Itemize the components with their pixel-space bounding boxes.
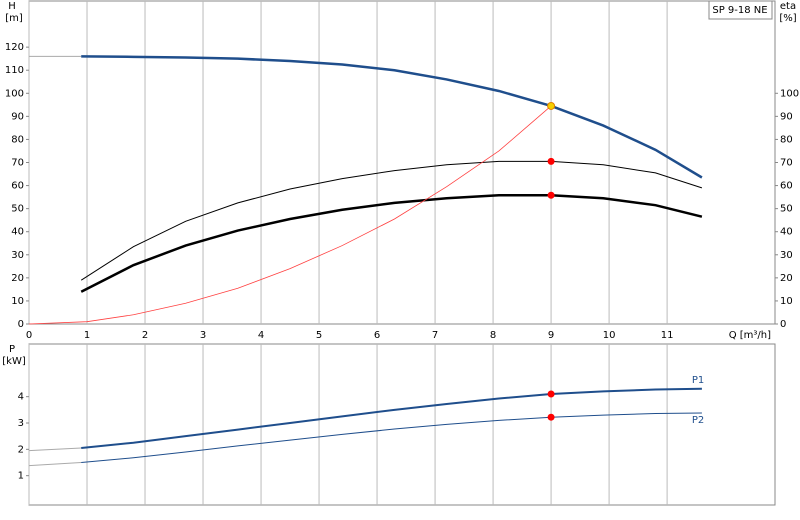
y-tick-label: 90 [11,111,24,122]
curve [28,462,82,467]
y-tick-label: 30 [11,250,24,261]
curve [80,194,703,293]
y-tick-label: 50 [11,204,24,215]
x-tick-label: 4 [258,330,264,341]
y-tick-label: 80 [11,134,24,145]
y2-tick-label: 70 [780,158,793,169]
y-axis-unit: [m] [5,13,23,24]
y2-tick-label: 30 [780,250,793,261]
x-tick-label: 5 [316,330,322,341]
curve [81,387,702,450]
y-tick-label: 70 [11,158,24,169]
x-tick-label: 7 [432,330,438,341]
tag-box [708,0,773,20]
duty-point [547,157,555,165]
y2-tick-label: 0 [780,319,786,330]
y2-tick-label: 50 [780,204,793,215]
curve [28,105,552,325]
x-tick-label: 8 [490,330,496,341]
curve [80,160,703,281]
tag: SP 9-18 NE [712,5,767,16]
plot-area [28,0,776,325]
duty-point [547,101,556,110]
x-tick-label: 9 [548,330,554,341]
x-tick-label: 0 [26,330,32,341]
series-label: P1 [692,375,704,386]
duty-point [547,191,555,199]
duty-point [547,390,555,398]
y-tick-label: 1 [18,471,24,482]
y-tick-label: 20 [11,273,24,284]
curve [81,55,703,179]
y-tick-label: 110 [5,65,24,76]
x-tick-label: 6 [374,330,380,341]
y2-tick-label: 80 [780,134,793,145]
curve [28,447,82,452]
y-tick-label: 120 [5,42,24,53]
y-tick-label: 60 [11,181,24,192]
y-tick-label: 40 [11,227,24,238]
y2-tick-label: 20 [780,273,793,284]
duty-point [547,413,555,421]
x-tick-label: 10 [603,330,616,341]
y-axis-label: H [8,1,16,12]
y2-axis-unit: [%] [779,13,796,24]
y2-tick-label: 40 [780,227,793,238]
y2-tick-label: 90 [780,111,793,122]
y2-tick-label: 100 [780,88,799,99]
y2-tick-label: 10 [780,296,793,307]
y-tick-label: 3 [18,418,24,429]
y2-tick-label: 60 [780,181,793,192]
y-tick-label: 2 [18,444,24,455]
x-axis-label: Q [m³/h] [729,330,771,341]
x-tick-label: 2 [142,330,148,341]
y-tick-label: 100 [5,88,24,99]
curve [81,412,702,463]
y-tick-label: 4 [18,392,24,403]
plot-area [28,343,776,506]
x-tick-label: 1 [84,330,90,341]
y-axis-label: P [9,344,15,355]
series-label: P2 [692,415,704,426]
y-tick-label: 10 [11,296,24,307]
x-tick-label: 11 [661,330,674,341]
y-tick-label: 0 [18,319,24,330]
y-axis-unit: [kW] [2,356,26,367]
x-tick-label: 3 [200,330,206,341]
y2-axis-label: eta [780,1,796,12]
